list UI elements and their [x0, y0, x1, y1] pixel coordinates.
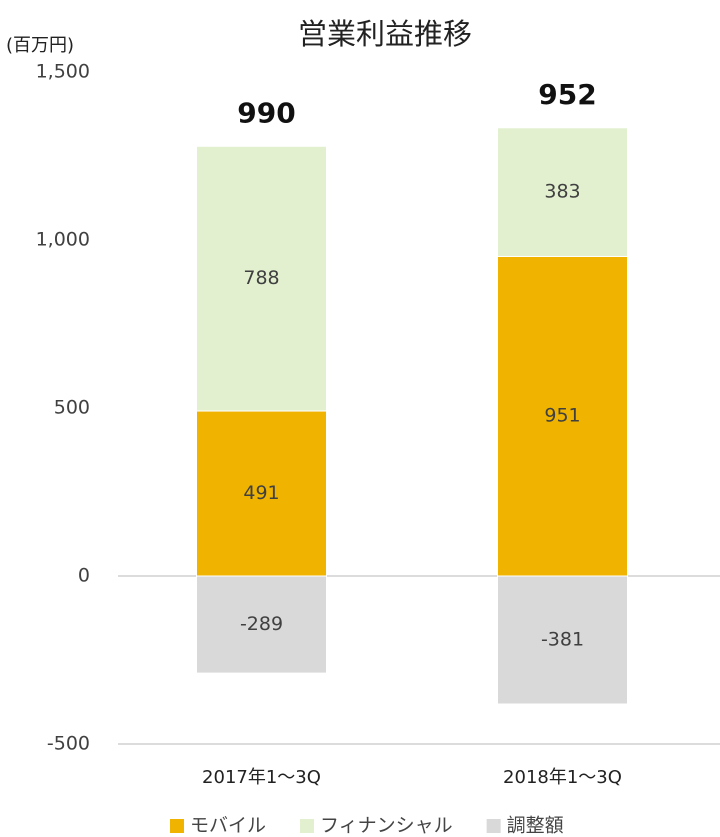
bar-segment [196, 410, 327, 577]
value-label: -381 [541, 629, 584, 651]
value-label: 383 [544, 181, 580, 203]
value-label: 788 [243, 267, 279, 289]
y-tick-label: -500 [47, 733, 90, 755]
x-tick-label: 2017年1～3Q [202, 767, 321, 788]
bar-segment [497, 127, 628, 257]
x-tick-label: 2018年1～3Q [503, 767, 622, 788]
y-tick-label: 1,500 [36, 61, 90, 83]
legend-swatch [300, 819, 315, 833]
legend-label: モバイル [190, 815, 266, 837]
chart-title: 営業利益推移 [298, 17, 472, 51]
y-tick-label: 1,000 [36, 229, 90, 251]
value-label: 491 [243, 482, 279, 504]
total-label: 990 [237, 96, 295, 129]
y-axis-label: (百万円) [6, 35, 74, 56]
legend-label: 調整額 [507, 815, 564, 837]
legend-swatch [486, 819, 501, 833]
y-tick-label: 0 [78, 565, 90, 587]
bar-segment [497, 255, 628, 577]
total-label: 952 [538, 78, 596, 111]
value-label: -289 [240, 613, 283, 635]
bar-segment [196, 145, 327, 412]
bar-segment [497, 575, 628, 705]
y-tick-label: 500 [54, 397, 90, 419]
bar-segment [196, 575, 327, 674]
legend-swatch [170, 819, 184, 833]
legend-label: フィナンシャル [320, 815, 453, 837]
value-label: 951 [544, 405, 580, 427]
